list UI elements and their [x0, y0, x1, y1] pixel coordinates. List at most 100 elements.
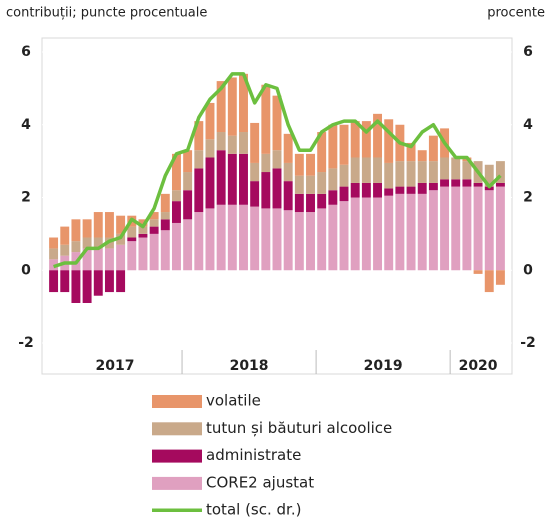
bar [194, 212, 204, 271]
bar [60, 270, 70, 293]
bar [272, 150, 282, 169]
bar [395, 193, 405, 271]
bar [104, 248, 114, 271]
bar [283, 162, 293, 182]
bar [60, 226, 70, 245]
legend-swatch [152, 395, 202, 408]
bar [250, 206, 260, 271]
bar [384, 162, 394, 189]
bar [116, 244, 126, 271]
bar [417, 182, 427, 194]
bar [350, 121, 360, 158]
bar [171, 153, 181, 191]
bar [194, 121, 204, 151]
y2-tick-label: 6 [523, 44, 533, 60]
bar [451, 179, 461, 187]
bar [440, 179, 450, 187]
bar [294, 193, 304, 213]
bar [82, 237, 92, 249]
bar [239, 132, 248, 154]
bar [261, 153, 271, 173]
bar [339, 124, 349, 165]
bar [239, 204, 248, 271]
bar [406, 193, 416, 271]
bar [495, 161, 505, 183]
bar [160, 212, 170, 220]
bar [283, 181, 293, 211]
bar [395, 186, 405, 194]
y-tick-label: -2 [18, 335, 34, 351]
x-year-label: 2018 [230, 358, 269, 374]
bar [116, 270, 126, 293]
bar [440, 186, 450, 271]
bar [216, 204, 226, 271]
bar [462, 186, 472, 271]
bar [495, 186, 505, 271]
bar [306, 175, 315, 194]
bar [428, 161, 438, 183]
bar [205, 157, 215, 209]
bar [373, 197, 383, 271]
bar [183, 219, 193, 271]
bar [183, 150, 193, 173]
bar [49, 270, 59, 293]
bar [339, 201, 349, 271]
bar [272, 208, 282, 271]
bar [205, 102, 215, 140]
bar [473, 270, 483, 274]
bar [283, 133, 293, 163]
bar [104, 212, 114, 238]
bar [306, 212, 315, 271]
bar [484, 164, 494, 187]
y2-tick-label: 0 [523, 262, 533, 278]
bar [294, 153, 304, 176]
bar [428, 190, 438, 271]
bar [160, 219, 170, 231]
bar [138, 219, 148, 227]
bar [138, 233, 148, 238]
legend-label: total (sc. dr.) [206, 501, 301, 519]
bar [194, 150, 204, 169]
bar [227, 135, 237, 154]
bar [484, 270, 494, 293]
y-tick-label: 4 [21, 117, 31, 133]
bar [227, 204, 237, 271]
bar [138, 237, 148, 271]
bar [317, 132, 327, 173]
bar [361, 182, 371, 198]
bar [216, 81, 226, 133]
bar [350, 157, 360, 183]
bar [93, 237, 103, 249]
bar [384, 195, 394, 271]
bar [428, 182, 438, 191]
bar [194, 168, 204, 213]
subtitle-left: contribuții; puncte procentuale [6, 6, 207, 21]
bar [272, 95, 282, 151]
bar [317, 208, 327, 271]
bar [339, 186, 349, 202]
bar [417, 193, 427, 271]
bar [350, 197, 360, 271]
bar [361, 121, 371, 158]
bar [71, 241, 81, 253]
bar [250, 181, 260, 207]
bar [227, 153, 237, 205]
bar [317, 172, 327, 194]
bar [49, 248, 59, 260]
bar [239, 73, 248, 133]
bar [183, 172, 193, 191]
bar [149, 233, 159, 271]
legend-swatch [152, 422, 202, 436]
bar [261, 208, 271, 271]
x-year-label: 2017 [96, 358, 135, 374]
x-year-label: 2020 [459, 358, 498, 374]
bar [71, 270, 81, 303]
bar [395, 161, 405, 187]
bar [149, 226, 159, 234]
bar [328, 190, 338, 205]
bar [417, 150, 427, 162]
bar [406, 142, 416, 162]
bar [171, 190, 181, 202]
bar [71, 219, 81, 242]
bar [93, 270, 103, 296]
